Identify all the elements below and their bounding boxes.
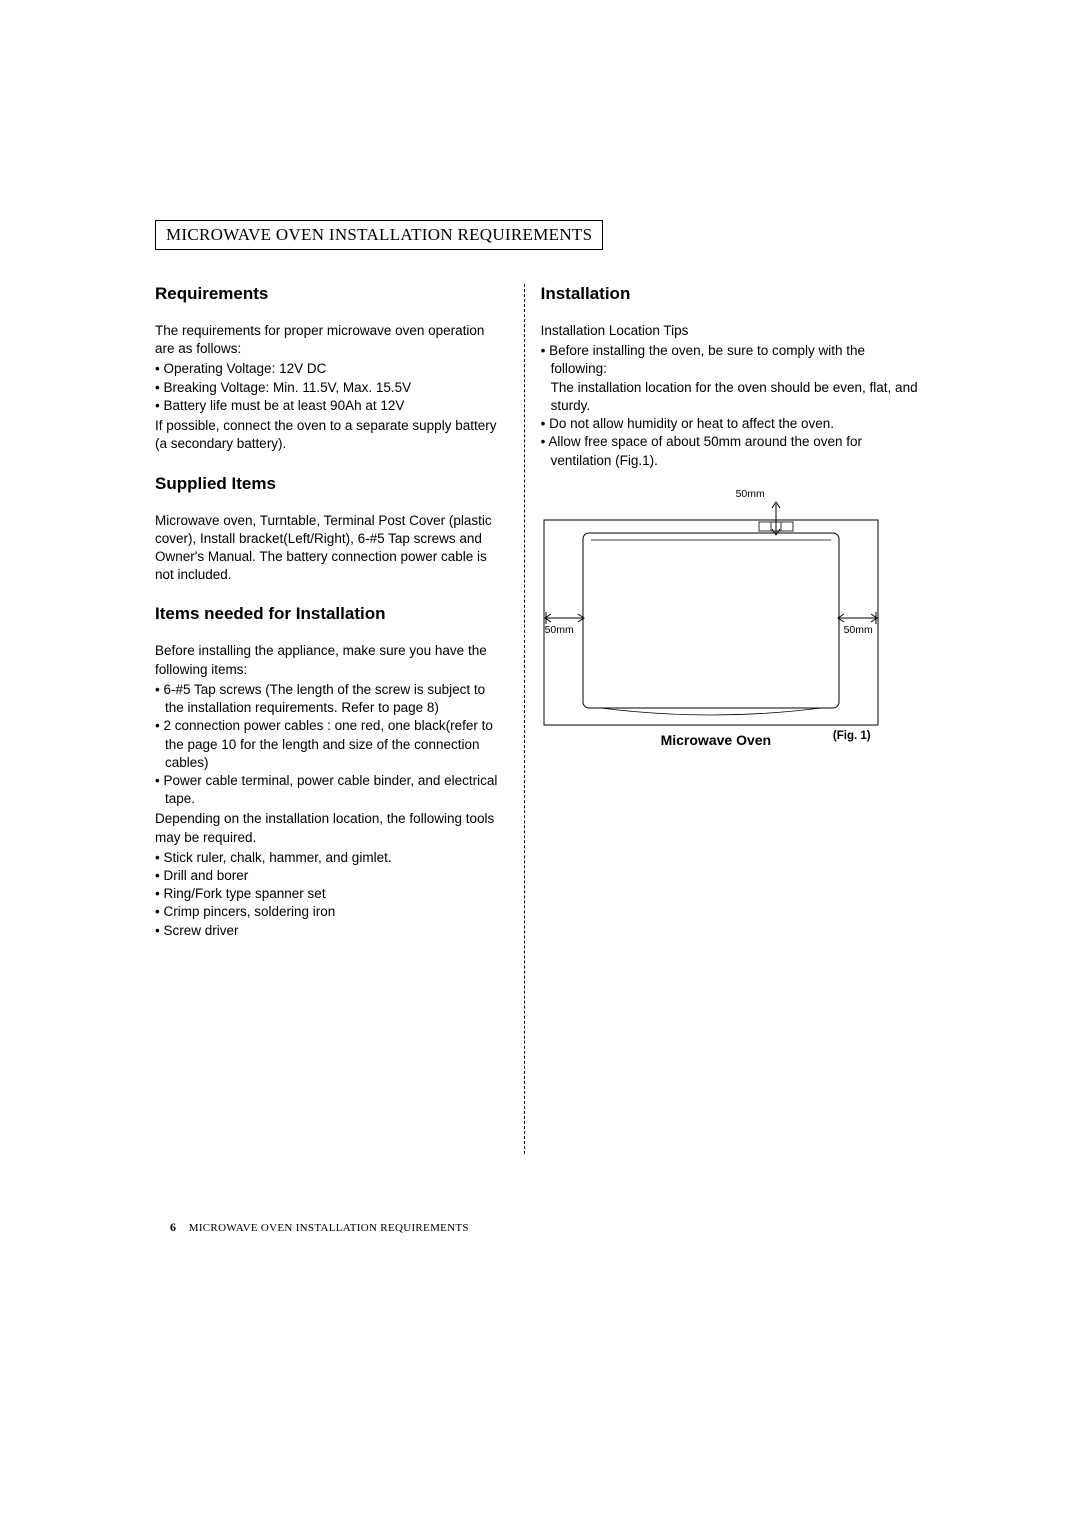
page-number: 6: [170, 1220, 176, 1234]
list-item: Ring/Fork type spanner set: [155, 885, 508, 903]
dim-right: 50mm: [844, 624, 873, 636]
needed-list-2: Stick ruler, chalk, hammer, and gimlet. …: [155, 849, 508, 940]
installation-heading: Installation: [541, 284, 925, 304]
needed-intro: Before installing the appliance, make su…: [155, 642, 508, 678]
needed-heading: Items needed for Installation: [155, 604, 508, 624]
list-item: 2 connection power cables : one red, one…: [155, 717, 508, 772]
list-item: Crimp pincers, soldering iron: [155, 903, 508, 921]
page-footer: 6 MICROWAVE OVEN INSTALLATION REQUIREMEN…: [170, 1220, 469, 1235]
list-item: Power cable terminal, power cable binder…: [155, 772, 508, 808]
requirements-outro: If possible, connect the oven to a separ…: [155, 417, 508, 453]
list-item: Allow free space of about 50mm around th…: [541, 433, 925, 469]
list-item: Breaking Voltage: Min. 11.5V, Max. 15.5V: [155, 379, 508, 397]
list-item: Drill and borer: [155, 867, 508, 885]
needed-mid: Depending on the installation location, …: [155, 810, 508, 846]
left-column: Requirements The requirements for proper…: [155, 284, 525, 1154]
installation-list: Before installing the oven, be sure to c…: [541, 342, 925, 470]
installation-intro: Installation Location Tips: [541, 322, 925, 340]
page-content: MICROWAVE OVEN INSTALLATION REQUIREMENTS…: [155, 220, 925, 1154]
list-item: Operating Voltage: 12V DC: [155, 360, 508, 378]
list-item: Battery life must be at least 90Ah at 12…: [155, 397, 508, 415]
needed-list-1: 6-#5 Tap screws (The length of the screw…: [155, 681, 508, 809]
figure-caption: (Fig. 1): [833, 730, 871, 742]
right-column: Installation Installation Location Tips …: [525, 284, 925, 1154]
dim-top: 50mm: [736, 488, 765, 500]
title-box: MICROWAVE OVEN INSTALLATION REQUIREMENTS: [155, 220, 603, 250]
list-item: Stick ruler, chalk, hammer, and gimlet.: [155, 849, 508, 867]
page-title: MICROWAVE OVEN INSTALLATION REQUIREMENTS: [166, 225, 592, 244]
list-item: Do not allow humidity or heat to affect …: [541, 415, 925, 433]
oven-clearance-diagram: [541, 488, 881, 728]
supplied-heading: Supplied Items: [155, 474, 508, 494]
footer-text: MICROWAVE OVEN INSTALLATION REQUIREMENTS: [189, 1222, 469, 1234]
two-column-layout: Requirements The requirements for proper…: [155, 284, 925, 1154]
list-item: Before installing the oven, be sure to c…: [541, 342, 925, 415]
list-item: Screw driver: [155, 922, 508, 940]
requirements-heading: Requirements: [155, 284, 508, 304]
requirements-list: Operating Voltage: 12V DC Breaking Volta…: [155, 360, 508, 415]
supplied-body: Microwave oven, Turntable, Terminal Post…: [155, 512, 508, 585]
figure-label: Microwave Oven: [661, 732, 772, 748]
figure-1: 50mm 50mm 50mm: [541, 488, 881, 748]
dim-left: 50mm: [545, 624, 574, 636]
requirements-intro: The requirements for proper microwave ov…: [155, 322, 508, 358]
list-item: 6-#5 Tap screws (The length of the screw…: [155, 681, 508, 717]
